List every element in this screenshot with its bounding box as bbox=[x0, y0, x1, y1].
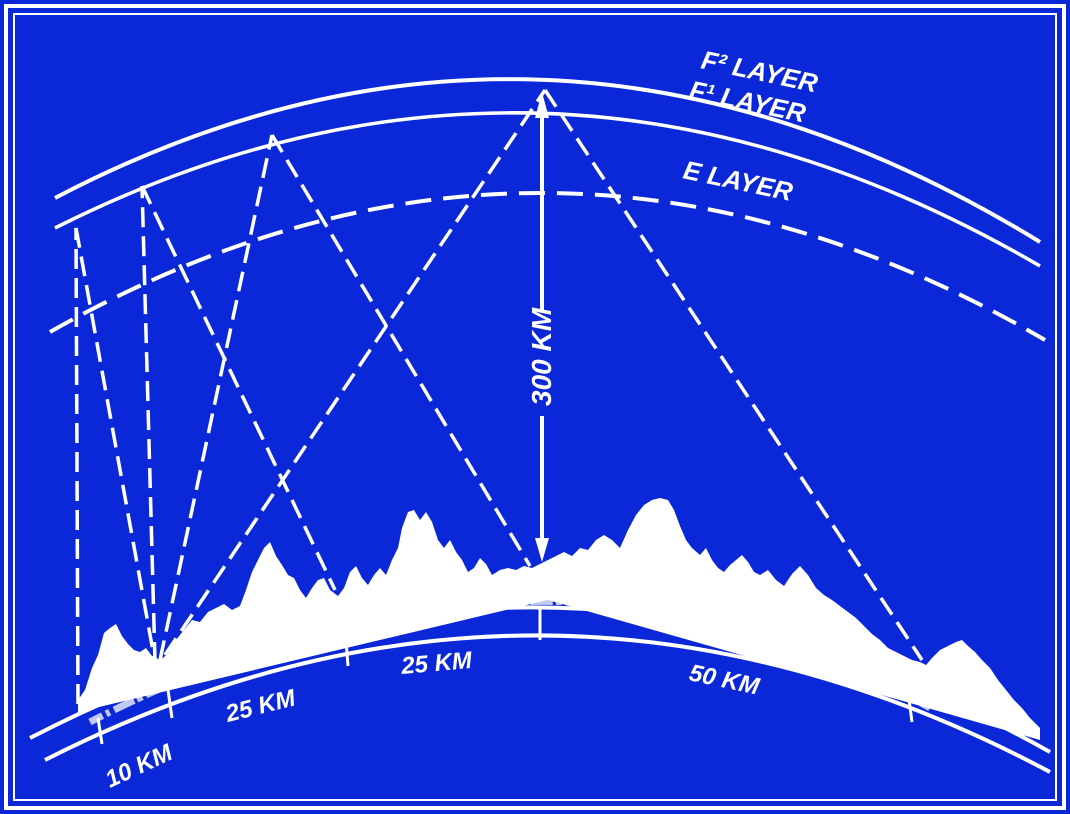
f2-layer-arc bbox=[54, 77, 1042, 244]
ray-50km-up bbox=[163, 89, 547, 656]
ray-25km-b-down bbox=[270, 134, 532, 567]
height-arrow-head-bottom bbox=[535, 538, 549, 562]
ray-25km-a-down bbox=[140, 185, 337, 591]
earth-surface-inner bbox=[44, 633, 1051, 774]
ray-10km-up bbox=[74, 227, 80, 705]
outer-frame bbox=[4, 4, 1066, 810]
height-label-gap bbox=[527, 312, 557, 416]
ray-25km-b-up bbox=[158, 134, 274, 661]
ray-50km-down bbox=[543, 89, 924, 661]
height-label: 300 KM bbox=[526, 307, 557, 406]
ray-25km-a-up bbox=[140, 185, 157, 663]
tick-mark bbox=[344, 639, 350, 667]
earth-surface-hatching bbox=[88, 597, 932, 726]
distance-label-25km-b: 25 KM bbox=[399, 647, 474, 680]
terrain-silhouette bbox=[78, 498, 1040, 740]
ray-10km-down bbox=[74, 227, 157, 663]
tick-mark bbox=[906, 691, 914, 723]
height-arrow-head-top bbox=[535, 92, 549, 118]
e-layer-arc bbox=[49, 191, 1047, 342]
radio-ray-paths bbox=[74, 89, 924, 705]
inner-frame bbox=[13, 13, 1057, 801]
tick-mark bbox=[96, 717, 104, 745]
tick-mark bbox=[166, 689, 174, 719]
earth-surface-outer bbox=[29, 605, 1051, 754]
